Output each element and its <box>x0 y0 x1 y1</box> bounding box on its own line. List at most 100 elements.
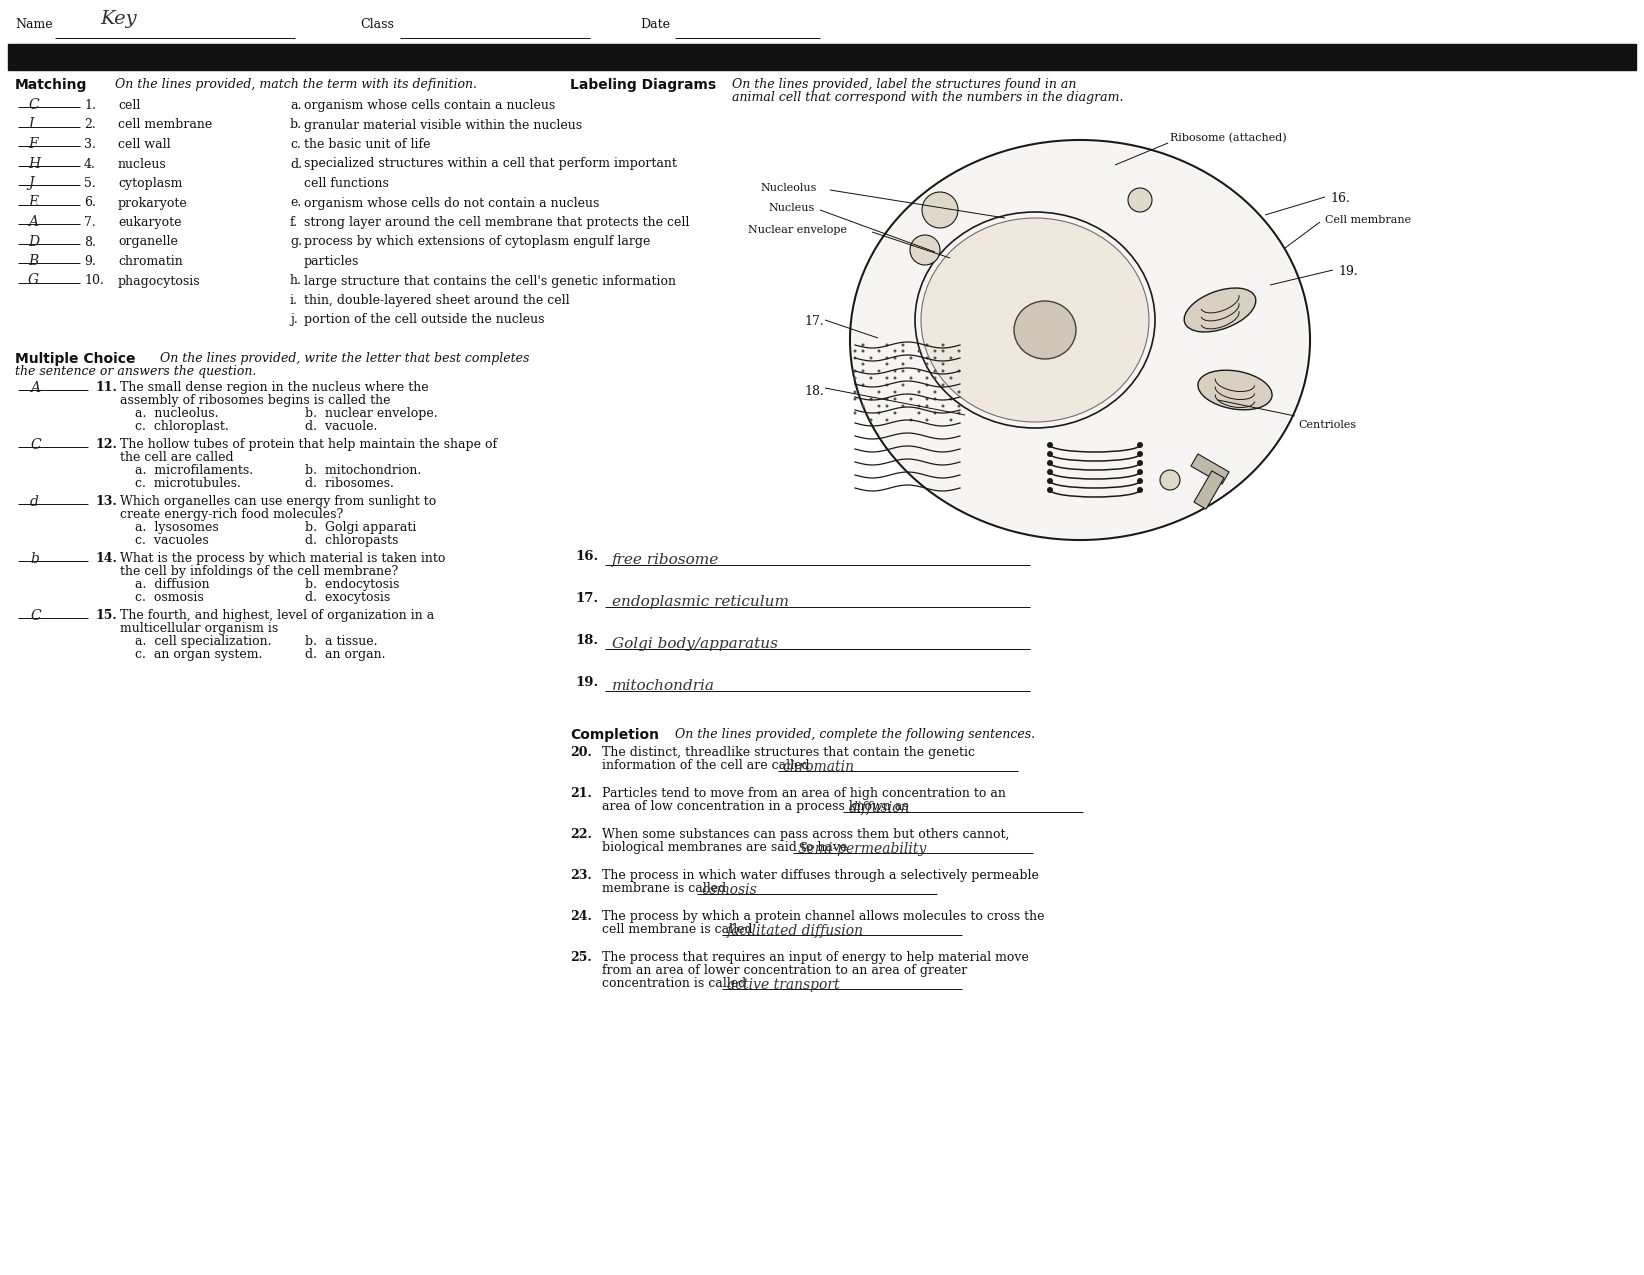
Text: mitochondria: mitochondria <box>612 680 715 694</box>
Circle shape <box>893 349 896 352</box>
Circle shape <box>893 376 896 380</box>
Text: cell wall: cell wall <box>118 138 171 150</box>
Text: G: G <box>28 274 39 287</box>
Text: the cell by infoldings of the cell membrane?: the cell by infoldings of the cell membr… <box>120 565 398 578</box>
Text: d: d <box>30 495 39 509</box>
Text: F: F <box>28 136 38 150</box>
Text: 9.: 9. <box>84 255 95 268</box>
Text: area of low concentration in a process known as: area of low concentration in a process k… <box>602 799 909 813</box>
Text: 7.: 7. <box>84 215 95 230</box>
Text: organelle: organelle <box>118 236 178 249</box>
Text: The process that requires an input of energy to help material move: The process that requires an input of en… <box>602 951 1029 964</box>
Ellipse shape <box>1014 301 1077 360</box>
Text: Multiple Choice: Multiple Choice <box>15 352 135 366</box>
Text: 2.: 2. <box>84 119 95 131</box>
Text: I: I <box>28 117 33 131</box>
Text: e.: e. <box>289 196 301 209</box>
Circle shape <box>1047 460 1054 465</box>
Text: 19.: 19. <box>1338 265 1358 278</box>
Text: 18.: 18. <box>804 385 824 398</box>
Text: particles: particles <box>304 255 360 268</box>
Circle shape <box>878 412 881 414</box>
Text: 6.: 6. <box>84 196 95 209</box>
Circle shape <box>886 362 888 366</box>
Text: Class: Class <box>360 18 395 31</box>
Circle shape <box>957 412 960 414</box>
Circle shape <box>957 404 960 408</box>
Circle shape <box>886 404 888 408</box>
Text: Nucleolus: Nucleolus <box>760 184 817 193</box>
Text: strong layer around the cell membrane that protects the cell: strong layer around the cell membrane th… <box>304 215 689 230</box>
Text: C: C <box>28 98 38 112</box>
Circle shape <box>942 404 945 408</box>
Text: process by which extensions of cytoplasm engulf large: process by which extensions of cytoplasm… <box>304 236 651 249</box>
Text: A: A <box>28 215 38 230</box>
Bar <box>1190 454 1230 484</box>
Circle shape <box>878 349 881 352</box>
Text: specialized structures within a cell that perform important: specialized structures within a cell tha… <box>304 158 677 171</box>
Circle shape <box>901 349 904 352</box>
Text: chromatin: chromatin <box>118 255 182 268</box>
Bar <box>1194 470 1225 509</box>
Text: The fourth, and highest, level of organization in a: The fourth, and highest, level of organi… <box>120 609 434 622</box>
Text: prokaryote: prokaryote <box>118 196 187 209</box>
Circle shape <box>878 390 881 394</box>
Text: from an area of lower concentration to an area of greater: from an area of lower concentration to a… <box>602 964 967 977</box>
Circle shape <box>909 398 912 400</box>
Text: cell membrane: cell membrane <box>118 119 212 131</box>
Text: 1.: 1. <box>84 99 95 112</box>
Text: Date: Date <box>640 18 671 31</box>
Circle shape <box>926 376 929 380</box>
Text: J: J <box>28 176 33 190</box>
Text: osmosis: osmosis <box>702 884 758 898</box>
Text: the basic unit of life: the basic unit of life <box>304 138 431 150</box>
Circle shape <box>957 349 960 352</box>
Text: 18.: 18. <box>575 634 598 646</box>
Text: B: B <box>28 254 38 268</box>
Text: 22.: 22. <box>570 827 592 842</box>
Text: free ribosome: free ribosome <box>612 553 720 567</box>
Text: the cell are called: the cell are called <box>120 451 233 464</box>
Ellipse shape <box>922 193 958 228</box>
Circle shape <box>934 412 937 414</box>
Circle shape <box>942 384 945 386</box>
Text: H: H <box>28 157 39 171</box>
Circle shape <box>934 357 937 360</box>
Circle shape <box>950 398 952 400</box>
Text: eukaryote: eukaryote <box>118 215 181 230</box>
Text: cell: cell <box>118 99 140 112</box>
Text: chromatin: chromatin <box>783 760 855 774</box>
Text: 16.: 16. <box>1330 193 1350 205</box>
Text: b.  mitochondrion.: b. mitochondrion. <box>306 464 421 477</box>
Circle shape <box>950 418 952 422</box>
Circle shape <box>878 404 881 408</box>
Text: phagocytosis: phagocytosis <box>118 274 201 287</box>
Text: a.  cell specialization.: a. cell specialization. <box>135 635 271 648</box>
Circle shape <box>853 357 857 360</box>
Text: a.  diffusion: a. diffusion <box>135 578 210 592</box>
Text: animal cell that correspond with the numbers in the diagram.: animal cell that correspond with the num… <box>732 91 1123 105</box>
Text: b.: b. <box>289 119 302 131</box>
Text: c.  vacuoles: c. vacuoles <box>135 534 209 547</box>
Circle shape <box>861 370 865 372</box>
Circle shape <box>861 362 865 366</box>
Text: 13.: 13. <box>95 495 117 507</box>
Text: Which organelles can use energy from sunlight to: Which organelles can use energy from sun… <box>120 495 436 507</box>
Circle shape <box>909 418 912 422</box>
Text: 11.: 11. <box>95 381 117 394</box>
Circle shape <box>1138 478 1143 484</box>
Text: On the lines provided, write the letter that best completes: On the lines provided, write the letter … <box>159 352 529 365</box>
Text: i.: i. <box>289 295 298 307</box>
Circle shape <box>870 418 873 422</box>
Text: create energy-rich food molecules?: create energy-rich food molecules? <box>120 507 344 521</box>
Text: granular material visible within the nucleus: granular material visible within the nuc… <box>304 119 582 131</box>
Text: 20.: 20. <box>570 746 592 759</box>
Text: The process by which a protein channel allows molecules to cross the: The process by which a protein channel a… <box>602 910 1044 923</box>
Circle shape <box>1047 442 1054 448</box>
Circle shape <box>942 343 945 347</box>
Circle shape <box>917 349 921 352</box>
Circle shape <box>1138 487 1143 493</box>
Text: Matching: Matching <box>15 78 87 92</box>
Circle shape <box>878 370 881 372</box>
Text: cell membrane is called: cell membrane is called <box>602 923 753 936</box>
